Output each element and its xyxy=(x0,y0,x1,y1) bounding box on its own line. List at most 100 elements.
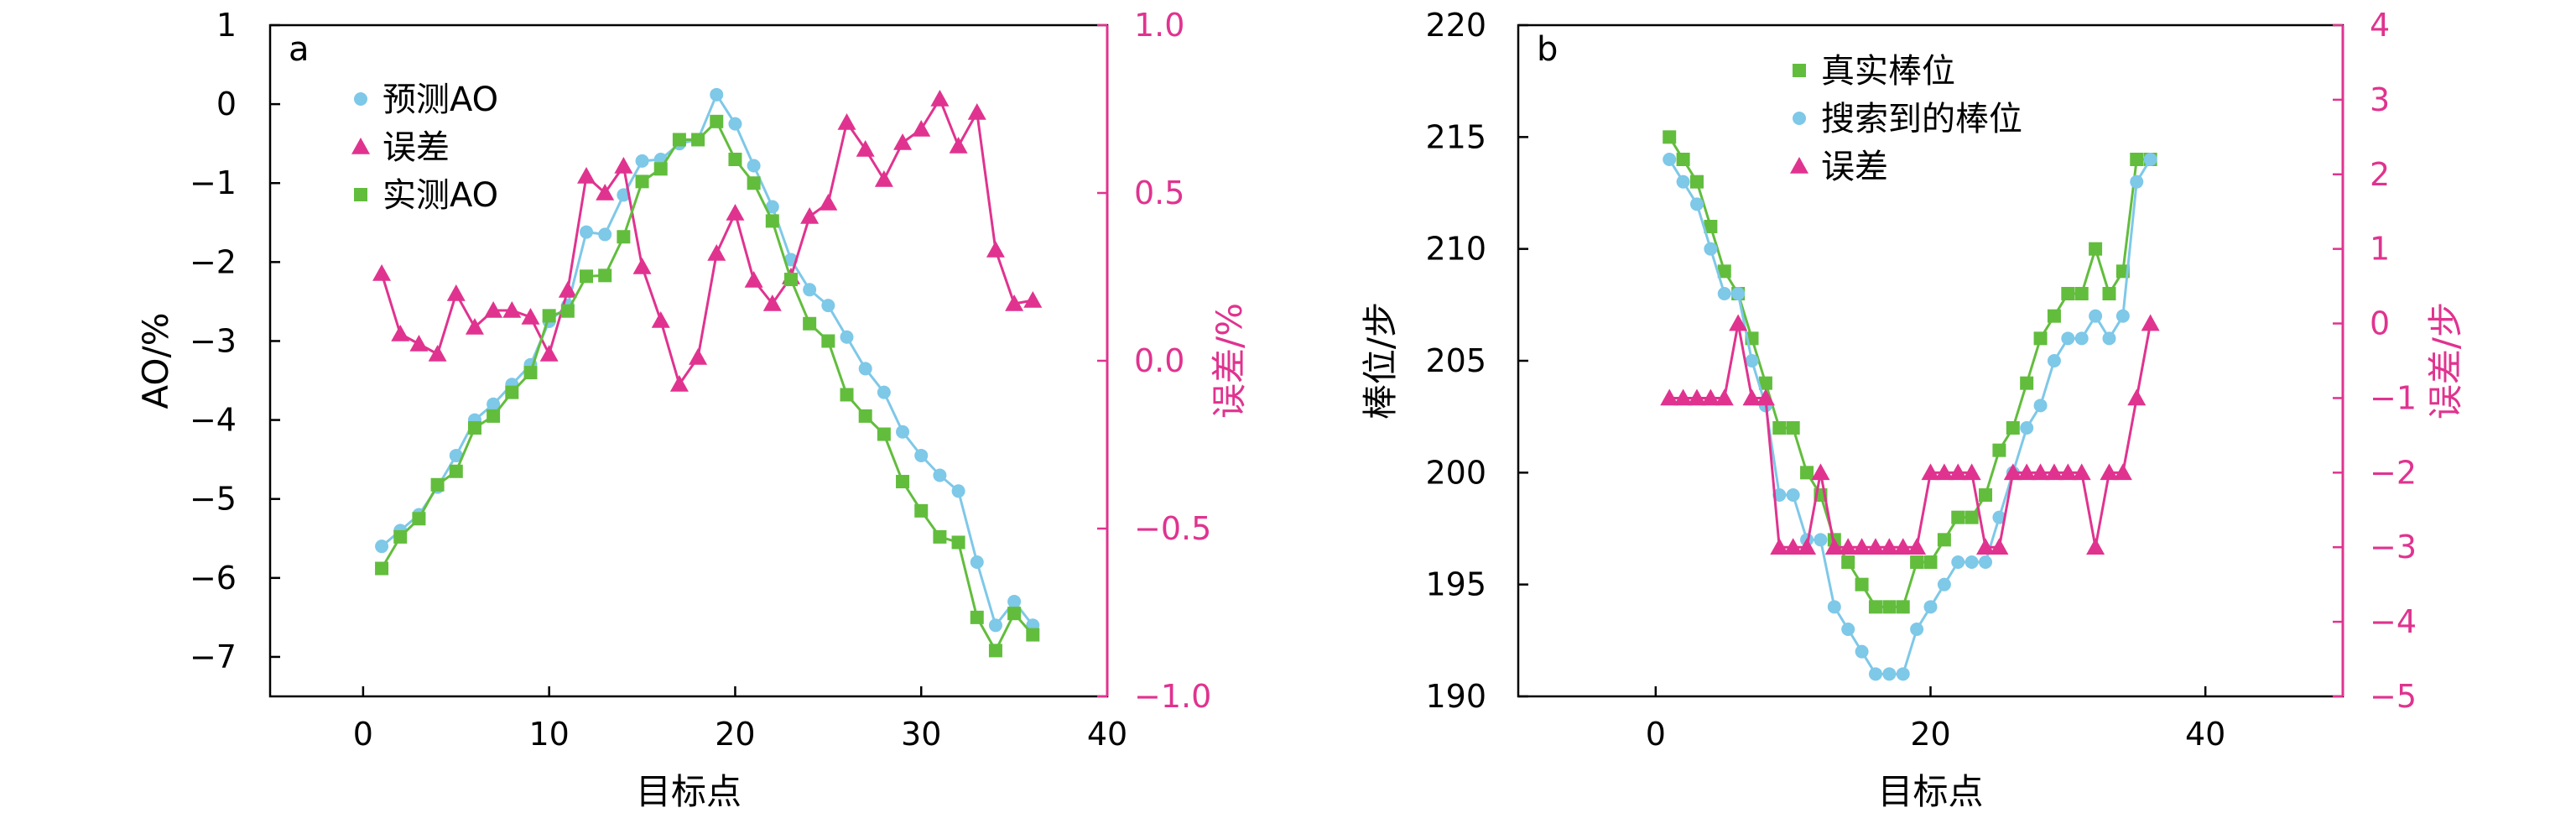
data-point xyxy=(930,90,950,107)
y2-tick-label: −1.0 xyxy=(1134,678,1211,715)
y2-tick-label: 0 xyxy=(2370,305,2390,342)
data-point xyxy=(2044,463,2063,481)
y-tick-label: −7 xyxy=(190,638,237,675)
data-point xyxy=(1756,388,1775,406)
y-tick-label: 215 xyxy=(1425,118,1486,155)
data-point xyxy=(1663,153,1677,166)
data-point xyxy=(2074,331,2089,346)
data-point xyxy=(617,230,631,244)
legend-marker xyxy=(351,138,370,154)
y2-tick-label: −0.5 xyxy=(1134,510,1211,547)
data-point xyxy=(803,316,817,331)
panel-label-b: b xyxy=(1537,30,1558,69)
data-point xyxy=(1979,488,1993,502)
y2-axis-label-a: 误差/% xyxy=(1209,303,1250,419)
data-point xyxy=(933,529,947,544)
x-axis-label-b: 目标点 xyxy=(1877,771,1983,810)
data-point xyxy=(1007,607,1022,621)
data-point xyxy=(819,194,838,211)
data-point xyxy=(1704,220,1718,233)
x-tick-label: 30 xyxy=(901,716,941,753)
data-point xyxy=(1717,287,1731,300)
data-point xyxy=(914,503,929,518)
data-point xyxy=(765,214,779,228)
data-point xyxy=(1855,644,1869,659)
data-point xyxy=(1827,600,1841,614)
data-point xyxy=(951,535,965,550)
data-point xyxy=(689,348,708,365)
data-point xyxy=(1811,463,1830,481)
data-point xyxy=(653,162,668,176)
series-2 xyxy=(1663,153,2157,681)
data-point xyxy=(1783,538,1803,555)
data-point xyxy=(2061,331,2075,346)
legend-label: 误差 xyxy=(382,128,450,167)
legend-label: 真实棒位 xyxy=(1821,52,1955,91)
data-point xyxy=(747,176,761,190)
data-point xyxy=(635,175,649,189)
data-point xyxy=(874,170,893,187)
data-point xyxy=(710,87,724,102)
series-layer-a xyxy=(372,87,1043,658)
data-point xyxy=(598,268,612,283)
data-point xyxy=(1772,421,1787,435)
x-tick-label: 0 xyxy=(1646,716,1666,753)
data-point xyxy=(2086,538,2105,555)
data-point xyxy=(2072,463,2091,481)
data-point xyxy=(577,167,596,184)
chart-panel-b: b 目标点 棒位/步 误差/步 0 20 40 220215210205200195… xyxy=(1360,7,2466,812)
data-point xyxy=(409,335,429,352)
data-point xyxy=(858,409,872,423)
data-point xyxy=(821,299,835,313)
data-point xyxy=(856,140,875,157)
y-tick-label: −5 xyxy=(190,481,237,518)
data-point xyxy=(728,117,742,131)
data-point xyxy=(1704,242,1718,256)
data-point xyxy=(2074,287,2089,300)
data-point xyxy=(1742,388,1762,406)
data-point xyxy=(2143,153,2157,166)
data-point xyxy=(632,258,652,274)
data-point xyxy=(1852,538,1871,555)
data-point xyxy=(2127,388,2147,406)
series-3 xyxy=(375,114,1040,658)
legend-label: 误差 xyxy=(1821,148,1888,186)
data-point xyxy=(2006,421,2020,435)
legend-marker xyxy=(1793,64,1806,77)
data-point xyxy=(1701,388,1720,406)
data-point xyxy=(672,133,686,147)
data-point xyxy=(487,397,501,411)
data-point xyxy=(744,271,763,288)
data-point xyxy=(372,264,392,281)
data-point xyxy=(1937,533,1951,547)
data-point xyxy=(896,475,910,488)
data-point xyxy=(1731,287,1746,300)
plot-frame-a xyxy=(268,23,1109,698)
data-point xyxy=(1676,153,1690,166)
data-point xyxy=(1758,376,1772,390)
data-point xyxy=(467,421,481,435)
data-point xyxy=(707,244,726,261)
data-point xyxy=(580,269,594,284)
y2-tick-label: 1.0 xyxy=(1134,7,1184,44)
y2-tick-label: −2 xyxy=(2370,454,2417,491)
y-tick-label: 210 xyxy=(1425,231,1486,268)
data-point xyxy=(747,159,761,173)
data-point xyxy=(840,388,854,402)
data-point xyxy=(2058,463,2078,481)
y-tick-label: −3 xyxy=(190,322,237,359)
data-point xyxy=(2047,309,2061,323)
data-point xyxy=(2033,399,2048,413)
y2-tick-label: 1 xyxy=(2370,231,2390,268)
legend-marker xyxy=(1793,112,1806,125)
data-point xyxy=(1979,555,1993,569)
legend-marker xyxy=(1790,157,1808,174)
y-tick-label: 190 xyxy=(1425,678,1486,715)
data-point xyxy=(1676,175,1690,189)
x-tick-label: 0 xyxy=(353,716,373,753)
y-tick-label: −2 xyxy=(190,243,237,280)
legend-marker xyxy=(354,92,367,106)
data-point xyxy=(2102,331,2116,346)
